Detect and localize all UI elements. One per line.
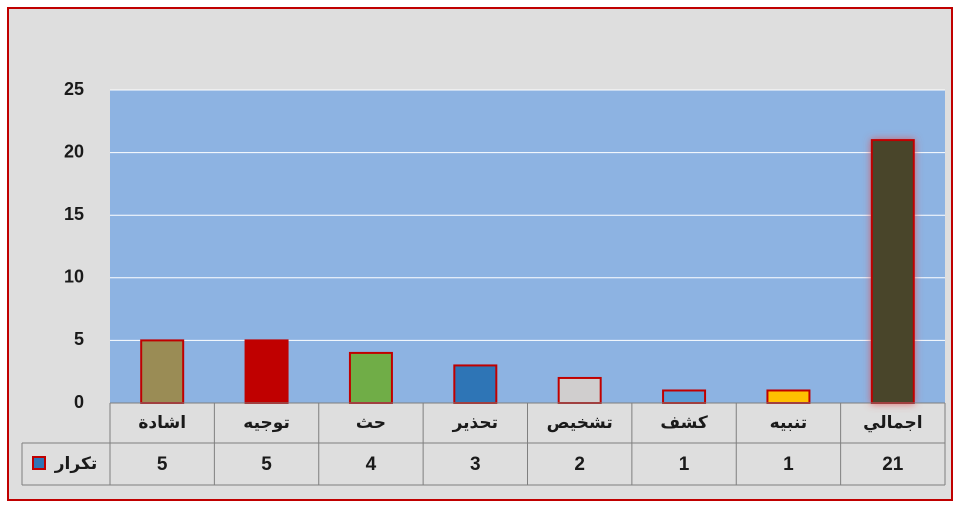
table-value: 3 (470, 454, 481, 475)
table-value: 5 (157, 454, 168, 475)
plot-area (110, 90, 945, 403)
table-value: 1 (783, 454, 794, 475)
x-tick-label: توجيه (243, 413, 290, 433)
bars (140, 139, 915, 405)
y-tick-label: 0 (74, 392, 84, 412)
bar (766, 389, 811, 405)
bar (140, 339, 185, 404)
x-tick-label: اشادة (138, 413, 186, 433)
y-tick-label: 20 (64, 141, 84, 161)
legend-label: تكرار (54, 454, 97, 474)
x-tick-label: اجمالي (863, 413, 922, 433)
bar (244, 339, 289, 404)
bar (870, 139, 915, 405)
legend-key (32, 456, 46, 470)
y-tick-label: 15 (64, 204, 84, 224)
y-tick-label: 10 (64, 267, 84, 287)
y-tick-label: 25 (64, 79, 84, 99)
table-value: 4 (366, 454, 377, 475)
x-tick-label: تحذير (452, 413, 498, 433)
x-tick-label: حث (356, 413, 386, 433)
bar (557, 376, 602, 404)
bar (662, 389, 707, 405)
x-tick-label: كشف (660, 413, 708, 433)
bar (453, 364, 498, 405)
bar (348, 351, 393, 405)
table-value: 2 (574, 454, 585, 475)
table-value: 5 (261, 454, 272, 475)
table-value: 21 (882, 454, 904, 475)
x-tick-label: تنبيه (770, 413, 808, 433)
data-table: اشادة توجيه حث تحذير تشخيص كشف تنبيه اجمالي تكرا… (21, 402, 946, 486)
x-tick-label: تشخيص (547, 413, 613, 433)
table-value: 1 (679, 454, 690, 475)
y-tick-label: 5 (74, 329, 84, 349)
